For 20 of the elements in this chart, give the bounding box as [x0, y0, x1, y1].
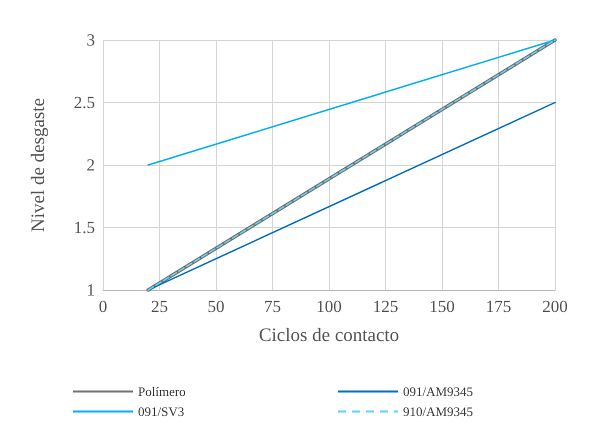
- x-tick-label: 75: [264, 297, 281, 316]
- x-tick-label: 25: [151, 297, 168, 316]
- x-tick-label: 175: [486, 297, 512, 316]
- y-tick-label: 2.5: [74, 93, 95, 112]
- legend-label: 091/SV3: [138, 404, 184, 419]
- y-axis-title: Nivel de desgaste: [28, 98, 49, 232]
- legend-label: 910/AM9345: [403, 404, 474, 419]
- x-tick-label: 200: [542, 297, 568, 316]
- y-tick-label: 2: [86, 156, 95, 174]
- x-tick-label: 50: [208, 297, 224, 316]
- x-tick-label: 150: [429, 297, 455, 316]
- x-axis-title: Ciclos de contacto: [258, 325, 400, 346]
- legend-label: 091/AM9345: [403, 384, 474, 399]
- y-tick-label: 1.5: [74, 218, 95, 237]
- x-tick-label: 0: [98, 297, 108, 316]
- legend-label: Polímero: [138, 384, 186, 399]
- y-tick-label: 1: [86, 280, 95, 300]
- x-tick-label: 125: [372, 297, 398, 316]
- x-tick-label: 100: [316, 297, 342, 316]
- y-tick-label: 3: [86, 30, 95, 50]
